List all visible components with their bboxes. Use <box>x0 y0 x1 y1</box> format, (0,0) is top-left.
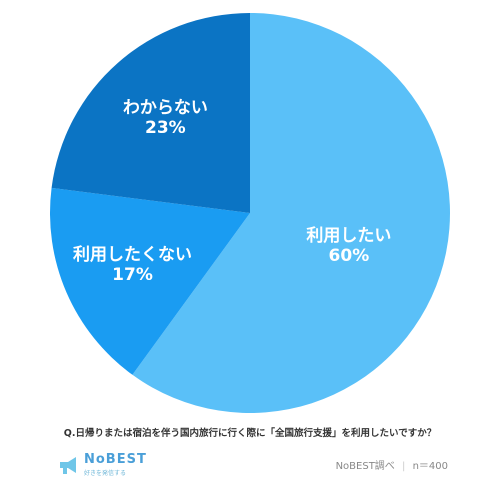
slice-value-label: 23% <box>145 118 186 138</box>
slice-category-label: 利用したい <box>306 225 391 246</box>
sample-size: n＝400 <box>412 461 448 472</box>
megaphone-icon <box>60 457 76 474</box>
pie-slice <box>51 13 251 213</box>
nobest-logo: NoBEST 好きを発信する <box>58 452 188 478</box>
slice-value-label: 60% <box>329 246 370 266</box>
slice-category-label: わからない <box>123 98 208 118</box>
slice-value-label: 17% <box>112 265 153 285</box>
source-text: NoBEST調べ <box>335 461 395 472</box>
pie-slice <box>49 187 250 375</box>
pie-slice <box>132 13 451 414</box>
survey-question: Q.日帰りまたは宿泊を伴う国内旅行に行く際に「全国旅行支援」を利用したいですか？ <box>63 428 437 439</box>
logo-tagline: 好きを発信する <box>84 470 127 477</box>
source-separator: | <box>402 461 406 472</box>
slice-category-label: 利用したくない <box>73 244 192 265</box>
source-note: NoBEST調べ | n＝400 <box>336 457 448 472</box>
logo-name: NoBEST <box>84 452 147 467</box>
